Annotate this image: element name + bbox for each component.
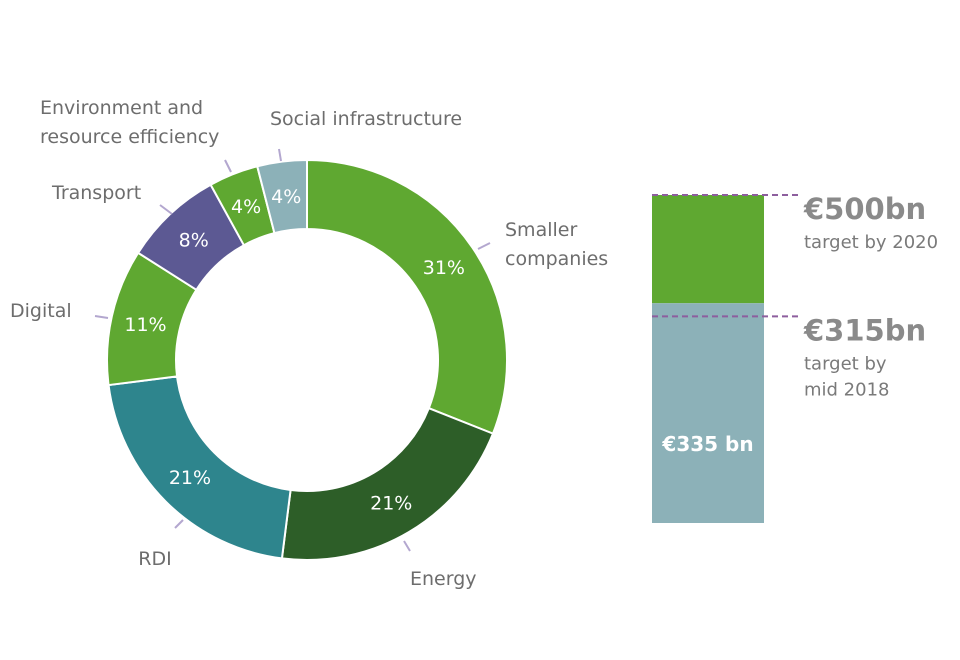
slice-percent-label: 4% [231, 196, 261, 218]
category-label: Energy [410, 568, 477, 590]
category-label: RDI [138, 548, 171, 570]
slice-percent-label: 31% [423, 257, 465, 279]
slice-percent-label: 4% [271, 186, 301, 208]
category-label: Environment and [40, 97, 203, 119]
target-bar-chart: €335 bn €500bn target by 2020 €315bn target … [652, 192, 938, 523]
donut-slice [306, 158, 508, 435]
category-label: companies [505, 248, 608, 270]
label-leader-tick [159, 204, 173, 215]
target-gap-bar [652, 195, 764, 304]
label-leader-tick [94, 315, 109, 319]
slice-percent-label: 11% [124, 314, 166, 336]
target-value: €315bn [803, 313, 926, 347]
achieved-bar [652, 303, 764, 523]
slice-percent-label: 8% [179, 229, 209, 251]
donut-chart: 31% Smaller companies 21% Energy 21% RDI 11% Dig… [10, 97, 608, 590]
target-value: €500bn [803, 192, 926, 226]
target-description: target by [804, 353, 887, 374]
slice-percent-label: 21% [169, 467, 211, 489]
achieved-value-label: €335 bn [661, 432, 753, 456]
label-leader-tick [224, 159, 232, 173]
label-leader-tick [477, 242, 491, 250]
donut-slice [256, 158, 308, 235]
label-leader-tick [403, 540, 411, 552]
donut-slice [280, 406, 495, 561]
category-label: Social infrastructure [270, 108, 462, 130]
target-description: mid 2018 [804, 379, 890, 400]
category-label: Smaller [505, 219, 577, 241]
label-leader-tick [174, 519, 184, 529]
slice-percent-label: 21% [370, 492, 412, 514]
category-label: Transport [51, 182, 141, 204]
category-label: Digital [10, 300, 72, 322]
category-label: resource efficiency [40, 126, 219, 148]
target-description: target by 2020 [804, 232, 938, 253]
label-leader-tick [278, 148, 282, 162]
